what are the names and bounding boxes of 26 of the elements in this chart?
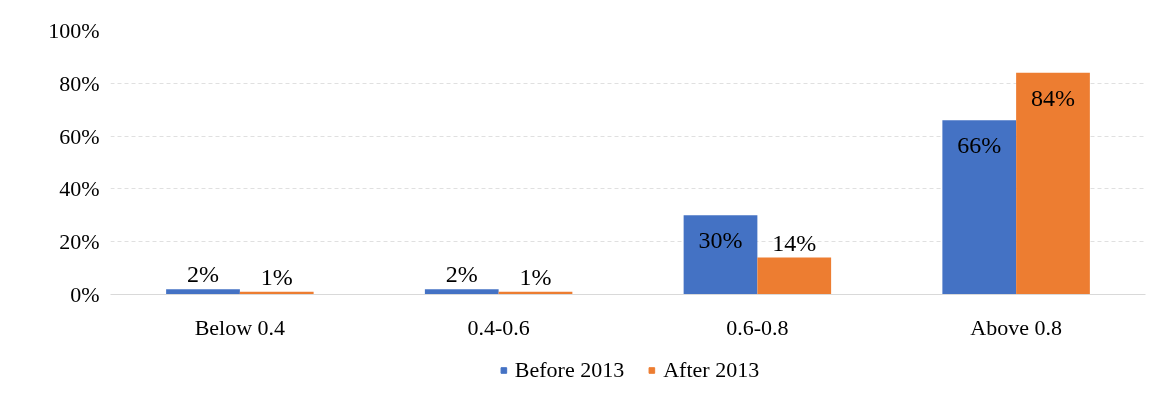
y-tick-label: 20% bbox=[59, 229, 100, 255]
data-label: 30% bbox=[698, 227, 743, 254]
data-label: 1% bbox=[260, 263, 293, 290]
y-tick-label: 80% bbox=[59, 70, 100, 96]
y-tick-label: 0% bbox=[70, 282, 100, 307]
bar bbox=[424, 289, 499, 295]
bar bbox=[166, 289, 240, 295]
data-label: 2% bbox=[445, 261, 478, 288]
x-tick-label: Above 0.8 bbox=[970, 314, 1062, 340]
bar bbox=[942, 120, 1017, 295]
y-tick-label: 100% bbox=[48, 18, 100, 43]
bar bbox=[1016, 72, 1090, 295]
y-tick-label: 40% bbox=[59, 176, 100, 202]
data-label: 84% bbox=[1031, 84, 1075, 111]
x-tick-label: 0.4-0.6 bbox=[467, 314, 530, 340]
x-tick-label: Below 0.4 bbox=[194, 314, 286, 340]
data-label: 66% bbox=[957, 132, 1002, 159]
legend-label: After 2013 bbox=[663, 357, 760, 383]
y-tick-label: 60% bbox=[59, 123, 100, 149]
data-label: 1% bbox=[519, 263, 552, 290]
legend-label: Before 2013 bbox=[514, 357, 625, 383]
data-label: 14% bbox=[772, 229, 817, 256]
data-label: 2% bbox=[187, 261, 220, 288]
x-tick-label: 0.6-0.8 bbox=[726, 314, 789, 340]
bar bbox=[757, 257, 832, 295]
bar bbox=[683, 215, 758, 295]
